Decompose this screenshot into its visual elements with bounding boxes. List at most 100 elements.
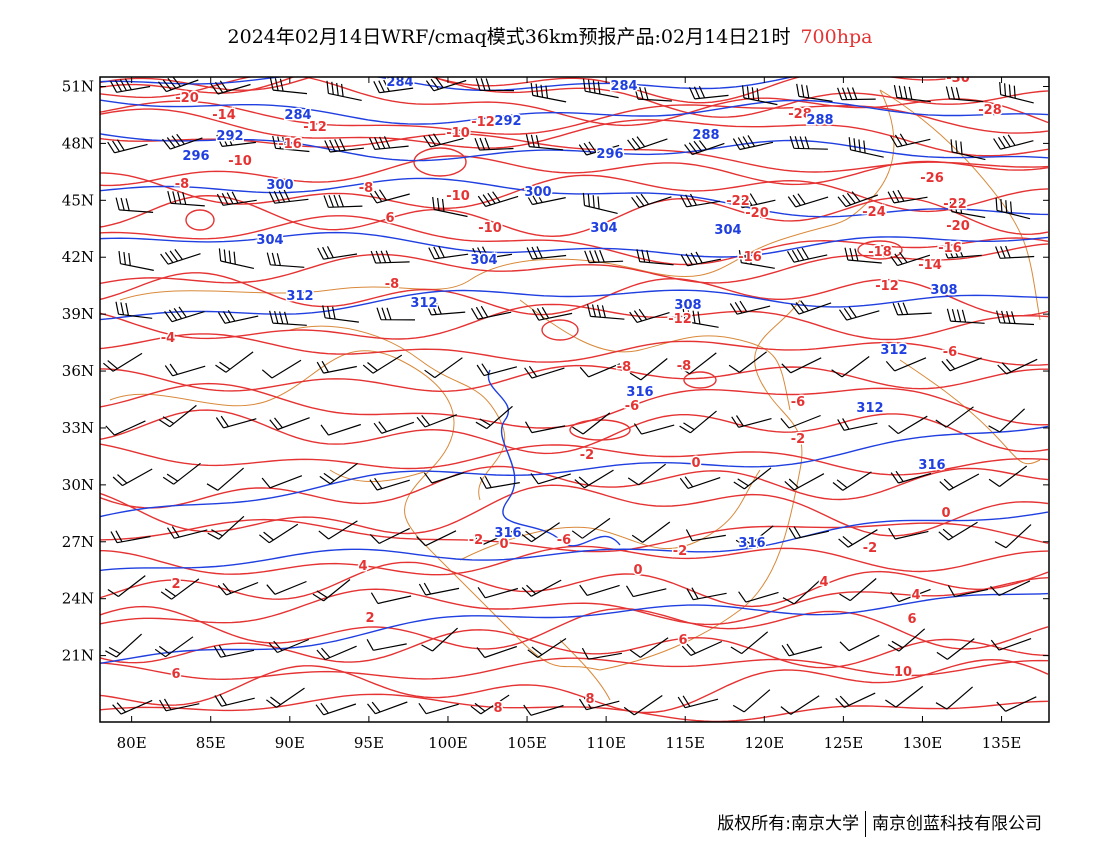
wind-barb bbox=[623, 695, 663, 716]
height-label: 316 bbox=[626, 385, 653, 400]
height-label: 284 bbox=[610, 79, 637, 94]
lon-tick-label: 120E bbox=[745, 734, 785, 752]
wind-barb bbox=[738, 250, 775, 269]
border-line bbox=[599, 299, 803, 671]
wind-barb bbox=[421, 627, 459, 652]
wind-barb bbox=[259, 523, 299, 544]
wind-barb bbox=[477, 587, 519, 599]
height-contour bbox=[487, 369, 621, 547]
wind-barb bbox=[261, 359, 302, 379]
wind-barb bbox=[780, 695, 820, 715]
temperature-label: -8 bbox=[677, 359, 691, 374]
wind-barb bbox=[946, 308, 985, 324]
temperature-contour bbox=[413, 147, 467, 177]
temperature-label: -16 bbox=[738, 250, 762, 265]
wind-barb bbox=[312, 579, 351, 602]
wind-barb bbox=[889, 251, 931, 267]
wind-barb bbox=[887, 628, 926, 652]
wind-barb bbox=[423, 472, 465, 484]
lon-tick-label: 85E bbox=[196, 734, 226, 752]
wind-barb bbox=[629, 637, 669, 658]
wind-barb bbox=[162, 462, 201, 485]
wind-barb bbox=[993, 134, 1034, 150]
wind-barb bbox=[629, 308, 670, 323]
height-label: 304 bbox=[256, 233, 283, 248]
wind-barb bbox=[479, 476, 520, 489]
wind-barb bbox=[418, 702, 459, 715]
wind-barb bbox=[893, 84, 931, 103]
wind-barb bbox=[115, 301, 153, 319]
temperature-label: -12 bbox=[668, 312, 692, 327]
wind-barb bbox=[784, 473, 825, 491]
wind-barb bbox=[996, 696, 1037, 712]
wind-barb bbox=[994, 524, 1032, 549]
height-label: 284 bbox=[284, 108, 311, 123]
wind-barb bbox=[839, 578, 877, 602]
temperature-label: -8 bbox=[359, 181, 373, 196]
temperature-contour bbox=[185, 209, 215, 231]
height-label: 312 bbox=[856, 401, 883, 416]
temperature-label: -12 bbox=[875, 279, 899, 294]
wind-barb bbox=[316, 645, 357, 661]
temperature-label: 2 bbox=[365, 611, 374, 626]
temperature-label: 0 bbox=[941, 506, 950, 521]
wind-barb bbox=[733, 467, 772, 490]
wind-barb bbox=[677, 695, 719, 709]
wind-barb bbox=[995, 197, 1031, 220]
wind-barb bbox=[118, 251, 154, 271]
wind-barb bbox=[470, 694, 510, 715]
wind-barb bbox=[892, 302, 932, 316]
temperature-label: -28 bbox=[978, 103, 1002, 118]
wind-barb bbox=[633, 423, 675, 435]
wind-barb bbox=[574, 469, 614, 489]
wind-barb bbox=[367, 701, 408, 715]
temperature-label: 4 bbox=[911, 588, 920, 603]
wind-barb bbox=[370, 592, 412, 605]
wind-barb bbox=[679, 410, 717, 434]
wind-barb bbox=[215, 351, 254, 373]
company-name: 南京创蓝科技有限公司 bbox=[872, 814, 1042, 834]
temperature-label: -2 bbox=[469, 533, 483, 548]
temperature-contour bbox=[100, 215, 1049, 266]
height-label: 300 bbox=[266, 178, 293, 193]
border-line bbox=[119, 89, 895, 301]
wind-barb bbox=[890, 470, 932, 484]
height-contour bbox=[100, 231, 1049, 258]
lat-tick-label: 30N bbox=[62, 476, 94, 494]
wind-barb bbox=[684, 139, 725, 156]
temperature-label: -22 bbox=[943, 197, 967, 212]
lat-tick-label: 24N bbox=[62, 590, 94, 608]
wind-barb bbox=[268, 638, 310, 654]
wind-barb bbox=[831, 356, 870, 378]
wind-barb bbox=[261, 475, 303, 489]
lon-tick-label: 105E bbox=[507, 734, 547, 752]
lat-tick-label: 48N bbox=[62, 134, 94, 152]
wind-barb bbox=[679, 476, 721, 489]
wind-barb bbox=[418, 582, 460, 596]
map-frame bbox=[99, 76, 1050, 723]
wind-barb bbox=[269, 77, 308, 95]
height-label: 312 bbox=[880, 343, 907, 358]
height-contour bbox=[100, 177, 1049, 218]
height-contour bbox=[100, 592, 1049, 665]
wind-barb bbox=[579, 584, 620, 596]
wind-barb bbox=[848, 137, 884, 158]
wind-barb bbox=[949, 199, 986, 219]
temperature-label: 6 bbox=[907, 612, 916, 627]
wind-barb bbox=[112, 468, 153, 487]
wind-barb bbox=[888, 415, 928, 435]
wind-barb bbox=[741, 85, 778, 106]
wind-barb bbox=[890, 588, 931, 603]
wind-barb bbox=[218, 248, 255, 269]
temperature-contour bbox=[100, 194, 1049, 238]
height-label: 304 bbox=[470, 253, 497, 268]
wind-barb bbox=[579, 363, 621, 378]
height-label: 288 bbox=[806, 113, 833, 128]
wind-barb bbox=[315, 702, 357, 716]
wind-barb bbox=[582, 78, 619, 99]
temperature-contour bbox=[100, 77, 1049, 118]
wind-barb bbox=[988, 465, 1028, 487]
wind-barb bbox=[475, 78, 515, 92]
wind-barb bbox=[995, 245, 1035, 259]
temperature-contour bbox=[100, 108, 1049, 157]
